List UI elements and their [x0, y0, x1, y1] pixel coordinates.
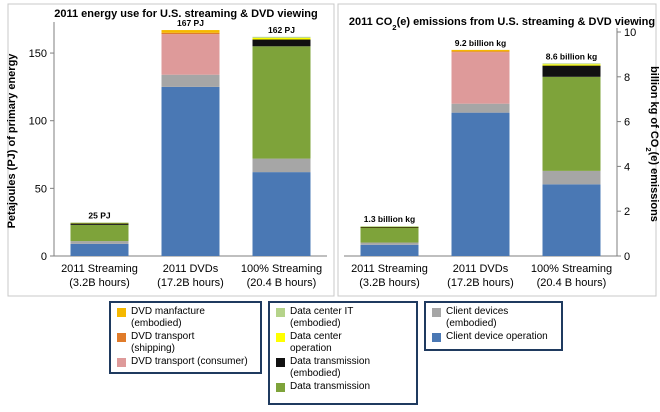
legend-swatch: [276, 308, 285, 317]
energy-total-label: 167 PJ: [177, 18, 204, 28]
energy-y-tick-label: 50: [35, 183, 47, 195]
energy-chart: 2011 energy use for U.S. streaming & DVD…: [6, 8, 327, 289]
legend-datacenter-group: Data center IT (embodied) Data center ope…: [268, 301, 418, 405]
legend-label: Data transmission: [290, 381, 371, 392]
energy-y-tick-label: 150: [29, 48, 47, 60]
bar-segment-client-emb: [360, 242, 419, 245]
legend-swatch: [117, 308, 126, 317]
legend-swatch: [276, 358, 285, 367]
legend-swatch: [276, 383, 285, 392]
bar-segment-client-op: [252, 172, 311, 256]
bar-segment-dc-it: [360, 226, 419, 228]
legend-item-client-op: Client device operation: [432, 331, 555, 343]
bar-segment-client-op: [161, 86, 220, 256]
bar-segment-data-trans: [360, 228, 419, 243]
legend-label: Data center operation: [290, 331, 342, 354]
charts-area: 2011 energy use for U.S. streaming & DVD…: [6, 3, 660, 297]
emissions-y-tick-label: 2: [624, 206, 630, 218]
legend-item-dvd-transport-consumer: DVD transport (consumer): [117, 356, 254, 368]
emissions-y-tick-label: 10: [624, 27, 636, 39]
emissions-category-label: 100% Streaming (20.4 B hours): [531, 263, 612, 289]
bar-segment-data-trans-emb: [360, 226, 419, 228]
bar-segment-client-op: [70, 243, 129, 256]
energy-total-label: 25 PJ: [88, 210, 110, 220]
legend-item-dc-it: Data center IT (embodied): [276, 306, 410, 330]
legend-label: Client device operation: [446, 331, 548, 342]
emissions-y-tick-label: 8: [624, 72, 630, 84]
emissions-chart: 2011 CO2(e) emissions from U.S. streamin…: [344, 16, 660, 289]
legend-item-dvd-manufacture: DVD manfacture (embodied): [117, 306, 254, 330]
legend-swatch: [117, 333, 126, 342]
bar-segment-data-trans-emb: [252, 39, 311, 47]
bar-segment-client-emb: [70, 241, 129, 244]
bar-segment-dvd-manufacture: [451, 49, 510, 52]
emissions-category-label: 2011 DVDs (17.2B hours): [447, 263, 514, 289]
emissions-total-label: 1.3 billion kg: [364, 214, 415, 224]
bar-segment-client-emb: [451, 103, 510, 113]
legend-swatch: [432, 308, 441, 317]
legend-label: DVD transport (consumer): [131, 356, 248, 367]
legend-label: DVD transport (shipping): [131, 331, 195, 354]
bar-segment-client-op: [542, 184, 601, 256]
bar-segment-client-op: [360, 244, 419, 256]
bar-segment-client-emb: [252, 158, 311, 173]
legend-label: Data center IT (embodied): [290, 306, 354, 329]
bar-segment-dvd-transport-shipping: [451, 51, 510, 53]
bar-segment-data-trans: [70, 224, 129, 242]
bar-segment-dc-op: [542, 64, 601, 66]
legend-item-dc-op: Data center operation: [276, 331, 410, 355]
legend-item-client-emb: Client devices (embodied): [432, 306, 555, 330]
bar-segment-client-emb: [542, 170, 601, 185]
energy-total-label: 162 PJ: [268, 25, 295, 35]
bar-segment-data-trans: [542, 76, 601, 171]
legend-client-group: Client devices (embodied) Client device o…: [424, 301, 563, 351]
bar-segment-dvd-transport-shipping: [161, 32, 220, 35]
emissions-y-tick-label: 0: [624, 251, 630, 263]
energy-y-tick-label: 100: [29, 116, 47, 128]
legend-swatch: [276, 333, 285, 342]
bar-segment-dc-it: [70, 222, 129, 224]
energy-y-tick-label: 0: [41, 251, 47, 263]
energy-category-label: 2011 Streaming (3.2B hours): [61, 263, 138, 289]
bar-segment-dc-it: [542, 63, 601, 65]
emissions-total-label: 9.2 billion kg: [455, 38, 506, 48]
emissions-y-tick-label: 4: [624, 161, 630, 173]
emissions-y-tick-label: 6: [624, 117, 630, 129]
energy-y-axis-label: Petajoules (PJ) of primary energy: [6, 53, 18, 229]
legend-dvd-group: DVD manfacture (embodied) DVD transport (…: [109, 301, 262, 374]
bar-segment-client-op: [451, 112, 510, 256]
bar-segment-dc-op: [252, 37, 311, 40]
legend-item-dvd-transport-shipping: DVD transport (shipping): [117, 331, 254, 355]
bar-segment-dvd-manufacture: [161, 30, 220, 33]
energy-chart-title: 2011 energy use for U.S. streaming & DVD…: [54, 8, 317, 20]
legend-label: DVD manfacture (embodied): [131, 306, 205, 329]
legend-label: Data transmission (embodied): [290, 356, 371, 379]
energy-category-label: 2011 DVDs (17.2B hours): [157, 263, 224, 289]
bar-segment-data-trans: [252, 46, 311, 159]
bar-segment-dc-it: [252, 36, 311, 38]
emissions-y-axis-label: billion kg of CO2(e) emissions: [645, 66, 660, 222]
legend-swatch: [117, 358, 126, 367]
bar-segment-data-trans-emb: [542, 65, 601, 77]
legend-item-data-trans: Data transmission: [276, 381, 410, 393]
bar-segment-dvd-transport-consumer: [451, 52, 510, 104]
energy-category-label: 100% Streaming (20.4 B hours): [241, 263, 322, 289]
legend-swatch: [432, 333, 441, 342]
legend-item-data-trans-emb: Data transmission (embodied): [276, 356, 410, 380]
emissions-chart-title: 2011 CO2(e) emissions from U.S. streamin…: [349, 16, 655, 32]
legend-label: Client devices (embodied): [446, 306, 509, 329]
bar-segment-client-emb: [161, 74, 220, 87]
emissions-total-label: 8.6 billion kg: [546, 51, 597, 61]
bar-segment-data-trans-emb: [70, 223, 129, 225]
emissions-category-label: 2011 Streaming (3.2B hours): [351, 263, 428, 289]
bar-segment-dvd-transport-consumer: [161, 34, 220, 75]
